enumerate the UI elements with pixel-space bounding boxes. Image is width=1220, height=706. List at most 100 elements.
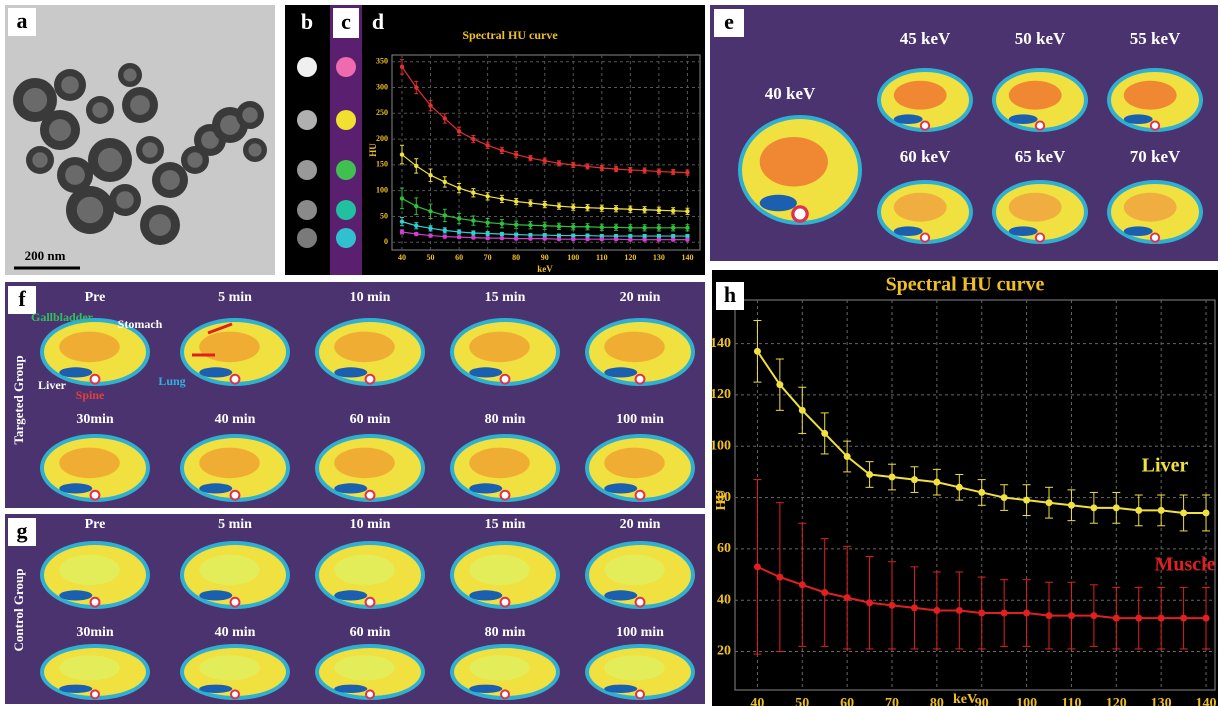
slice-hot <box>469 332 530 363</box>
data-point <box>514 152 518 156</box>
data-point <box>614 167 618 171</box>
data-point <box>514 232 518 236</box>
x-tick-label: 110 <box>1061 696 1081 706</box>
data-point <box>754 348 761 355</box>
data-point <box>1046 612 1053 619</box>
data-point <box>600 206 604 210</box>
time-label: 100 min <box>616 412 664 427</box>
slice-hot <box>199 555 260 586</box>
slice-spine-core <box>637 376 644 383</box>
panel-label: e <box>724 9 734 34</box>
slice-spine-core <box>1152 234 1158 240</box>
data-point <box>671 209 675 213</box>
slice-lung <box>604 367 637 377</box>
slice-lung <box>59 367 92 377</box>
energy-label: 70 keV <box>1130 147 1181 166</box>
time-label: 10 min <box>350 290 391 305</box>
data-point <box>543 236 547 240</box>
x-tick-label: 130 <box>1151 696 1172 706</box>
data-point <box>911 604 918 611</box>
particle-core <box>187 152 202 167</box>
data-point <box>889 474 896 481</box>
data-point <box>543 159 547 163</box>
slice-spine-core <box>502 691 508 697</box>
time-label: 60 min <box>350 412 391 427</box>
y-tick-label: 140 <box>710 336 731 351</box>
slice-spine-core <box>367 492 374 499</box>
data-point <box>866 471 873 478</box>
slice-lung <box>199 483 232 493</box>
data-point <box>1090 504 1097 511</box>
slice-hot <box>760 137 828 187</box>
x-tick-label: 140 <box>1196 696 1217 706</box>
time-label: 80 min <box>485 625 526 640</box>
data-point <box>571 225 575 229</box>
data-point <box>642 226 646 230</box>
slice-hot <box>199 655 260 680</box>
slice-lung <box>469 685 502 693</box>
particle-core <box>49 119 71 141</box>
data-point <box>600 166 604 170</box>
data-point <box>1023 610 1030 617</box>
data-point <box>457 216 461 220</box>
phantom-gray <box>297 57 317 77</box>
data-point <box>400 219 404 223</box>
data-point <box>685 209 689 213</box>
slice-hot <box>1009 81 1062 110</box>
data-point <box>844 594 851 601</box>
x-tick-label: 140 <box>681 253 693 262</box>
slice-lung <box>334 685 367 693</box>
data-point <box>671 170 675 174</box>
data-point <box>500 197 504 201</box>
slice-hot <box>1124 81 1177 110</box>
x-tick-label: 80 <box>512 253 520 262</box>
particle-core <box>77 197 103 223</box>
particle-core <box>116 191 134 209</box>
data-point <box>642 237 646 241</box>
phantom-gray <box>297 200 317 220</box>
particle-core <box>23 88 47 112</box>
phantom-gray <box>297 160 317 180</box>
time-label: Pre <box>85 517 106 532</box>
slice-spine-core <box>367 376 374 383</box>
x-axis-label: keV <box>537 264 553 274</box>
y-tick-label: 60 <box>717 541 731 556</box>
data-point <box>642 208 646 212</box>
data-point <box>443 180 447 184</box>
slice-spine-core <box>367 599 374 606</box>
chart-title: Spectral HU curve <box>886 274 1045 296</box>
data-point <box>400 196 404 200</box>
y-tick-label: 40 <box>717 592 731 607</box>
time-label: Pre <box>85 290 106 305</box>
data-point <box>443 228 447 232</box>
data-point <box>799 407 806 414</box>
slice-lung <box>1124 114 1153 124</box>
particle-core <box>123 68 136 81</box>
slice-spine-core <box>1037 122 1043 128</box>
phantom-gray <box>297 110 317 130</box>
data-point <box>1158 507 1165 514</box>
data-point <box>614 207 618 211</box>
slice-lung <box>894 114 923 124</box>
data-point <box>685 226 689 230</box>
data-point <box>956 484 963 491</box>
data-point <box>400 152 404 156</box>
data-point <box>443 234 447 238</box>
anatomy-label: Stomach <box>118 317 163 331</box>
y-tick-label: 200 <box>376 134 388 143</box>
slice-hot <box>199 332 260 363</box>
y-axis-label: HU <box>368 143 378 157</box>
data-point <box>671 226 675 230</box>
time-label: 40 min <box>215 412 256 427</box>
data-point <box>414 232 418 236</box>
data-point <box>471 218 475 222</box>
data-point <box>428 103 432 107</box>
x-axis-label: keV <box>953 692 977 706</box>
slice-lung <box>1009 114 1038 124</box>
panel-label: h <box>724 282 736 307</box>
slice-spine-core <box>502 376 509 383</box>
energy-label: 50 keV <box>1015 29 1066 48</box>
anatomy-label: Gallbladder <box>31 310 94 324</box>
data-point <box>628 168 632 172</box>
time-label: 30min <box>76 412 114 427</box>
